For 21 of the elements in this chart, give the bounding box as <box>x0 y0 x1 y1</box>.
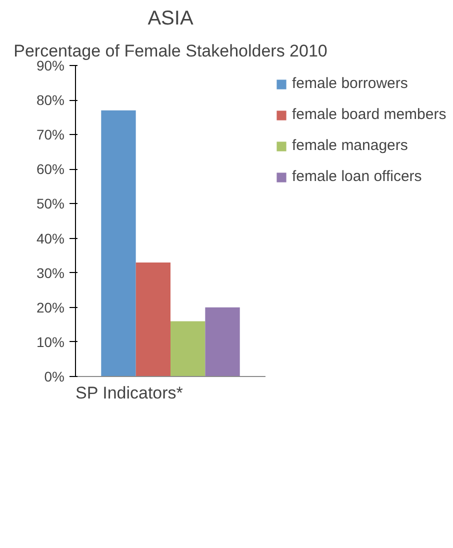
y-tick-label: 20% <box>36 299 65 316</box>
chart-title: ASIA <box>148 8 194 30</box>
bar <box>101 110 136 376</box>
bar <box>205 307 240 376</box>
chart-subtitle: Percentage of Female Stakeholders 2010 <box>14 42 328 60</box>
legend-label: female board members <box>292 106 446 123</box>
text: SP Indicators* <box>76 384 184 402</box>
legend-label: female loan officers <box>292 168 422 185</box>
y-tick-label: 0% <box>44 368 64 384</box>
y-tick-label: 90% <box>36 58 65 74</box>
y-tick-label: 60% <box>36 161 65 178</box>
y-tick-label: 30% <box>36 264 65 281</box>
y-tick-label: 70% <box>36 126 65 143</box>
bar <box>136 262 170 376</box>
bar <box>170 321 206 376</box>
y-tick-label: 40% <box>36 230 65 246</box>
y-tick-label: 10% <box>36 334 65 350</box>
y-tick-label: 50% <box>36 196 65 212</box>
y-tick-label: 80% <box>36 92 65 108</box>
legend-label: female borrowers <box>292 75 408 92</box>
legend-label: female managers <box>292 137 408 154</box>
